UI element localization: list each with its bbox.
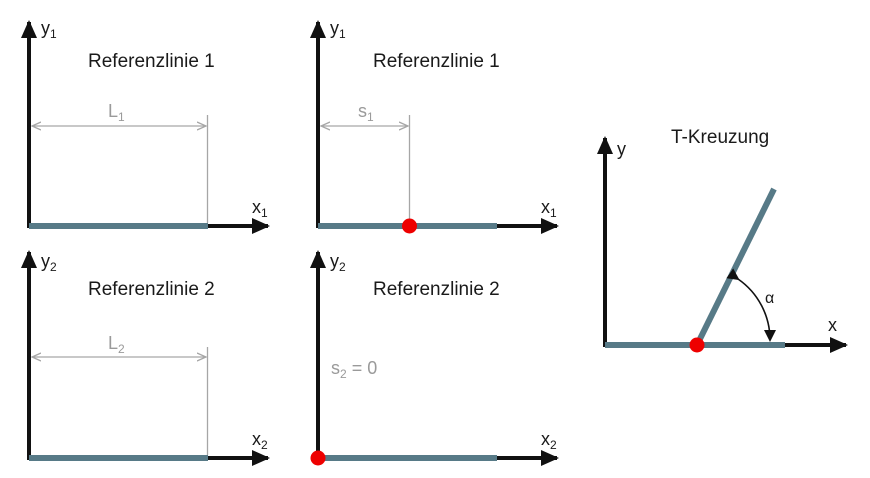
panel-top-middle: y1 x1 Referenzlinie 1 s1 [310,18,559,234]
panel-title: T-Kreuzung [671,127,769,148]
dimension-label: s1 [358,101,374,124]
y-axis-label: y2 [330,251,346,274]
angle-label: α [765,290,774,307]
junction-point [689,337,705,353]
dimension-label: L1 [108,101,125,124]
y-axis-label: y1 [41,18,57,41]
y-axis-label: y1 [330,18,346,41]
panel-bottom-middle: y2 x2 Referenzlinie 2 s2 = 0 [310,250,559,466]
x-axis-label: x [828,315,837,335]
y-axis-label: y2 [41,251,57,274]
crossing-line [694,187,777,347]
position-point [402,218,417,234]
panel-title: Referenzlinie 1 [88,51,215,72]
x-axis-label: x1 [541,197,557,220]
y-axis-label: y [617,139,626,159]
x-axis-label: x2 [541,429,557,452]
panel-title: Referenzlinie 1 [373,51,500,72]
position-point [310,450,326,466]
angle-arc [726,268,777,342]
panel-title: Referenzlinie 2 [88,279,215,300]
dimension-label: s2 = 0 [331,358,377,381]
panel-bottom-left: y2 x2 Referenzlinie 2 L2 [21,250,270,466]
panel-top-left: y1 x1 Referenzlinie 1 L1 [21,18,270,234]
panel-t-junction: y x T-Kreuzung α [597,127,848,353]
dimension-label: L2 [108,333,125,356]
x-axis-label: x2 [252,429,268,452]
x-axis-label: x1 [252,197,268,220]
panel-title: Referenzlinie 2 [373,279,500,300]
